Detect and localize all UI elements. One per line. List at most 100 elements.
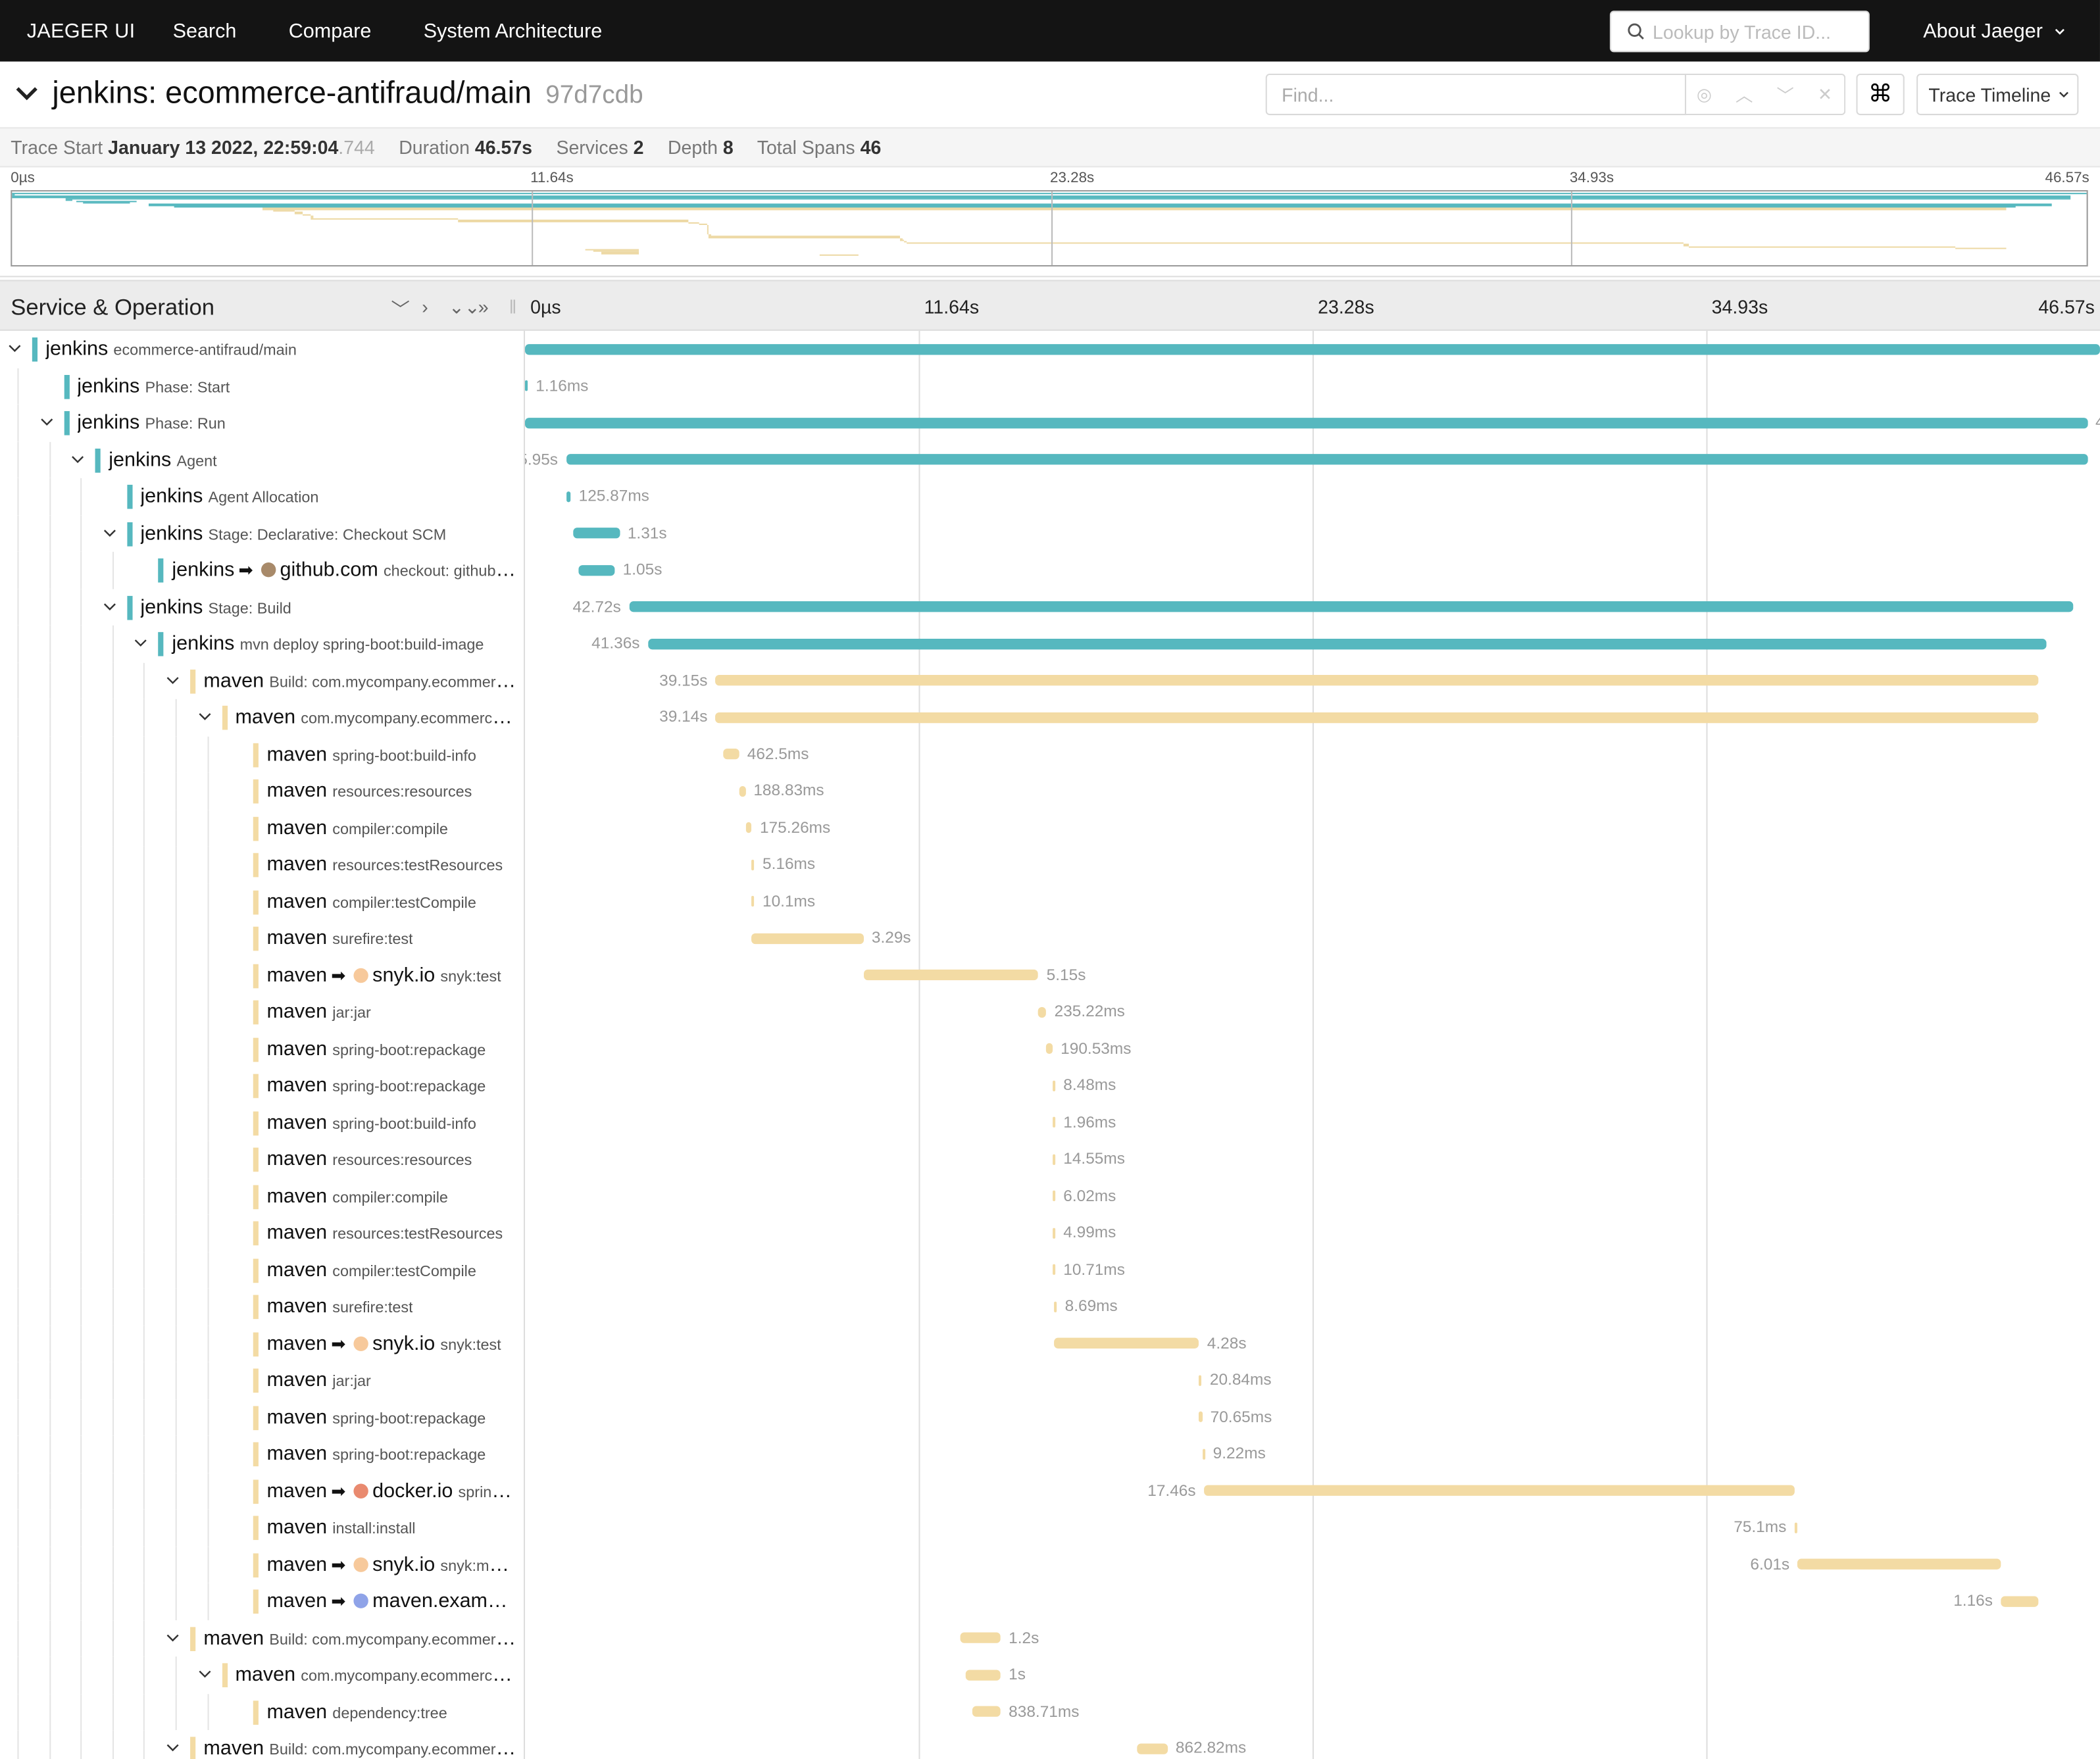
span-bar[interactable] [1794,1522,1798,1533]
span-row[interactable]: maven jar:jar [0,1362,524,1399]
chevron-down-icon[interactable] [166,1741,179,1756]
span-bar[interactable] [566,454,2088,465]
chevron-down-icon[interactable] [103,599,116,615]
span-bar[interactable] [1199,1374,1202,1385]
chevron-down-icon[interactable] [197,710,211,726]
expand-one-icon[interactable]: › [422,295,428,318]
span-row[interactable]: maven spring-boot:repackage [0,1435,524,1473]
span-bar[interactable] [574,528,620,539]
span-bar[interactable] [1052,1153,1056,1165]
span-row[interactable]: maven spring-boot:build-info [0,1104,524,1141]
span-row[interactable]: maven ➡ snyk.io snyk:test [0,956,524,994]
span-row[interactable]: maven compiler:compile [0,1177,524,1215]
span-row[interactable]: maven com.mycompany.ecommerce:anti-fraud [0,699,524,736]
span-row[interactable]: maven spring-boot:repackage [0,1067,524,1104]
span-row[interactable]: maven surefire:test [0,1288,524,1325]
chevron-down-icon[interactable] [39,415,53,431]
span-bar[interactable] [959,1632,1001,1643]
collapse-one-icon[interactable]: ﹀ [391,298,410,320]
span-bar[interactable] [751,895,755,907]
span-bar[interactable] [524,380,528,391]
chevron-down-icon[interactable] [134,636,147,652]
span-row[interactable]: maven➡maven.example.comdeploy:deploy [0,1583,524,1620]
chevron-down-icon[interactable] [166,673,179,689]
span-row[interactable]: maven compiler:testCompile [0,883,524,920]
span-bar[interactable] [1797,1558,2001,1570]
span-bar[interactable] [524,343,2100,355]
span-row[interactable]: maven➡ docker.io spring-boot:build-image [0,1472,524,1510]
span-bar[interactable] [1203,1485,1795,1496]
column-resize-handle[interactable]: ‖ [509,295,517,318]
chevron-down-icon[interactable] [197,1667,211,1683]
span-bar[interactable] [1052,1190,1056,1202]
span-row[interactable]: maven compiler:testCompile [0,1251,524,1289]
chevron-down-icon[interactable] [71,452,84,468]
span-row[interactable]: maven resources:resources [0,1141,524,1178]
nav-compare[interactable]: Compare [288,19,372,43]
nav-search[interactable]: Search [172,19,237,43]
span-row[interactable]: maven dependency:tree [0,1693,524,1731]
clear-search-icon[interactable]: ✕ [1817,84,1833,104]
span-row[interactable]: maven spring-boot:repackage [0,1030,524,1068]
span-bar[interactable] [566,491,571,502]
span-bar[interactable] [715,674,2039,686]
span-row[interactable]: maven com.mycompany.ecommerce:anti-fraud [0,1656,524,1694]
span-row[interactable]: maven resources:resources [0,772,524,810]
prev-result-icon[interactable]: ︿ [1735,86,1753,106]
view-selector[interactable]: Trace Timeline [1916,73,2079,116]
span-row[interactable]: jenkins mvn deploy spring-boot:build-imag… [0,625,524,662]
span-row[interactable]: jenkins Agent [0,441,524,478]
collapse-all-icon[interactable]: » [478,295,489,318]
span-row[interactable]: maven resources:testResources [0,846,524,883]
span-bar[interactable] [1054,1337,1199,1349]
about-jaeger-menu[interactable]: About Jaeger [1923,20,2067,43]
find-input[interactable]: Find... [1265,73,1686,116]
span-bar[interactable] [1052,1116,1056,1128]
span-bar[interactable] [1138,1743,1168,1754]
span-row[interactable]: maven Build: com.mycompany.ecommerce:anti… [0,1620,524,1657]
span-row[interactable]: jenkins ecommerce-antifraud/main [0,331,524,368]
span-row[interactable]: maven install:install [0,1509,524,1547]
span-row[interactable]: maven spring-boot:build-info [0,735,524,773]
span-bar[interactable] [972,1706,1001,1717]
collapse-trace-chevron-icon[interactable] [13,80,40,107]
span-bar[interactable] [751,858,755,870]
nav-system-architecture[interactable]: System Architecture [423,19,603,43]
span-row[interactable]: maven spring-boot:repackage [0,1399,524,1436]
span-row[interactable]: jenkins Phase: Start [0,367,524,405]
span-bar[interactable] [1202,1448,1205,1459]
span-row[interactable]: maven Build: com.mycompany.ecommerce:anti… [0,662,524,699]
span-row[interactable]: maven surefire:test [0,920,524,957]
brand-logo[interactable]: JAEGER UI [26,19,136,43]
span-bar[interactable] [1052,1079,1056,1091]
span-bar[interactable] [739,785,746,797]
minimap-canvas[interactable] [11,190,2088,267]
span-bar[interactable] [1046,1043,1053,1054]
span-bar[interactable] [1052,1264,1056,1275]
span-row[interactable]: maven resources:testResources [0,1214,524,1252]
span-bar[interactable] [2001,1595,2039,1606]
next-result-icon[interactable]: ﹀ [1776,86,1794,106]
chevron-down-icon[interactable] [166,1630,179,1646]
span-bar[interactable] [715,711,2039,723]
chevron-down-icon[interactable] [103,526,116,541]
span-bar[interactable] [751,932,864,944]
span-row[interactable]: maven ➡ snyk.io snyk:test [0,1325,524,1362]
trace-id-lookup-input[interactable]: Lookup by Trace ID... [1609,11,1870,53]
span-row[interactable]: jenkins Stage: Declarative: Checkout SCM [0,514,524,552]
chevron-down-icon[interactable] [8,341,21,357]
span-row[interactable]: maven Build: com.mycompany.ecommerce:anti… [0,1730,524,1759]
span-bar[interactable] [628,601,2074,612]
span-bar[interactable] [723,748,739,760]
keyboard-shortcuts-button[interactable]: ⌘ [1856,73,1905,116]
span-bar[interactable] [745,822,752,833]
locate-icon[interactable]: ◎ [1696,84,1712,104]
span-bar[interactable] [578,564,615,576]
span-bar[interactable] [863,969,1039,981]
span-bar[interactable] [966,1669,1001,1680]
span-row[interactable]: jenkins Stage: Build [0,588,524,626]
span-row[interactable]: jenkins Agent Allocation [0,478,524,515]
expand-all-icon[interactable]: ⌄⌄ [448,295,480,318]
span-bar[interactable] [1038,1006,1047,1018]
span-row[interactable]: jenkins➡ github.com checkout: github.com/m… [0,551,524,589]
